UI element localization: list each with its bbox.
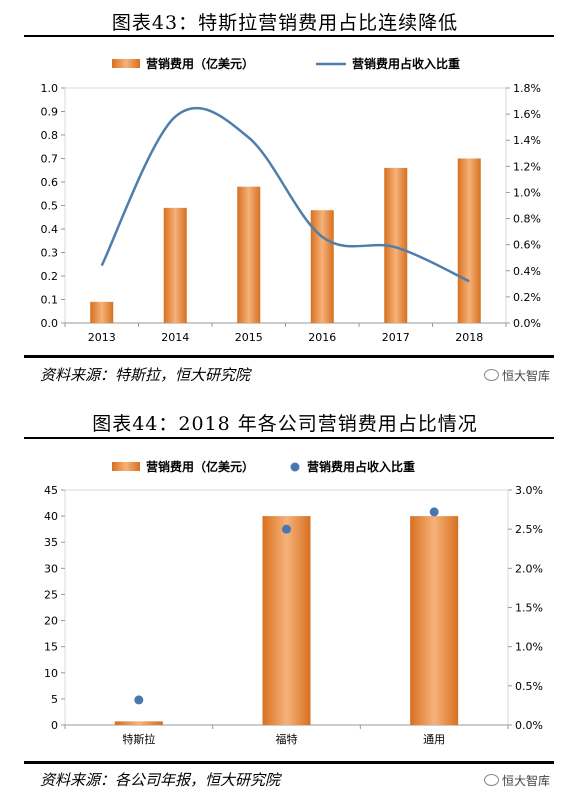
y-left-tick-label: 0.5	[41, 200, 59, 213]
x-tick-label: 特斯拉	[122, 732, 155, 746]
x-tick-label: 2016	[308, 331, 336, 344]
source-rule	[24, 355, 554, 358]
y-left-tick-label: 0.8	[41, 129, 59, 142]
y-right-tick-label: 0.0%	[513, 317, 541, 330]
watermark-text: 恒大智库	[501, 369, 550, 383]
wechat-icon	[483, 774, 499, 786]
y-right-tick-label: 0.2%	[513, 291, 541, 304]
bar	[457, 158, 481, 323]
title-rule	[24, 437, 554, 439]
legend-bar-swatch	[112, 462, 140, 471]
bar	[163, 207, 187, 323]
plot-area-border	[64, 87, 507, 324]
chart-44: 营销费用（亿美元） 营销费用占收入比重 0 5 10 15 20 25 30 35 40 45 0.0%…	[44, 459, 543, 746]
bar	[410, 516, 459, 725]
y-left-tick-label: 0.9	[41, 106, 59, 119]
chart-43: 营销费用（亿美元） 营销费用占收入比重 0.0 0.1 0.2 0.3 0.4 0.5 0.6 0…	[41, 56, 541, 344]
figure-44-title: 图表44：2018 年各公司营销费用占比情况	[92, 413, 478, 435]
y-right-tick-label: 0.4%	[513, 265, 541, 278]
y-right-tick-label: 2.5%	[515, 523, 543, 536]
y-left-tick-label: 0.7	[41, 153, 59, 166]
y-left-tick-label: 40	[44, 510, 58, 523]
legend-bar-label: 营销费用（亿美元）	[146, 56, 254, 71]
y-right-tick-label: 0.5%	[515, 680, 543, 693]
x-tick-label: 2018	[455, 331, 483, 344]
watermark-text: 恒大智库	[501, 774, 550, 788]
wechat-icon	[483, 369, 499, 381]
legend-bar-swatch	[112, 59, 140, 68]
y-right-tick-label: 1.8%	[513, 82, 541, 95]
y-left-tick-label: 0	[51, 719, 58, 732]
y-left-tick-label: 45	[44, 484, 58, 497]
source-rule	[24, 761, 554, 764]
y-left-tick-label: 0.1	[41, 294, 59, 307]
y-right-tick-label: 0.6%	[513, 239, 541, 252]
scatter-point	[134, 695, 144, 705]
y-left-tick-label: 1.0	[41, 82, 59, 95]
y-left-tick-label: 0.0	[41, 317, 59, 330]
figure-43-source: 资料来源：特斯拉，恒大研究院	[40, 366, 251, 384]
legend-bar-label: 营销费用（亿美元）	[146, 459, 254, 474]
y-right-tick-label: 1.6%	[513, 108, 541, 121]
x-tick-label: 通用	[423, 733, 445, 746]
y-right-tick-label: 1.0%	[515, 641, 543, 654]
bar	[114, 721, 163, 725]
y-right-tick-label: 2.0%	[515, 562, 543, 575]
y-left-tick-label: 25	[44, 588, 58, 601]
y-right-tick-label: 0.8%	[513, 213, 541, 226]
y-right-tick-label: 1.2%	[513, 160, 541, 173]
y-left-tick-label: 10	[44, 667, 58, 680]
x-tick-label: 2014	[161, 331, 189, 344]
y-left-tick-label: 0.2	[41, 270, 59, 283]
bar	[384, 167, 408, 323]
y-right-tick-label: 1.0%	[513, 186, 541, 199]
legend-dot-label: 营销费用占收入比重	[307, 459, 415, 474]
watermark: 恒大智库	[483, 367, 550, 384]
y-right-tick-label: 3.0%	[515, 484, 543, 497]
x-tick-label: 2017	[382, 331, 410, 344]
figure-43-title: 图表43：特斯拉营销费用占比连续降低	[111, 12, 459, 34]
y-left-tick-label: 0.4	[41, 223, 59, 236]
series-line	[100, 106, 470, 283]
bar	[310, 210, 334, 323]
scatter-point	[282, 524, 291, 534]
y-left-tick-label: 30	[44, 562, 58, 575]
x-tick-label: 2015	[235, 331, 263, 344]
y-right-tick-label: 1.4%	[513, 134, 541, 147]
figure-44-source: 资料来源：各公司年报，恒大研究院	[40, 771, 281, 789]
x-tick-label: 2013	[88, 331, 116, 344]
y-right-tick-label: 1.5%	[515, 602, 543, 615]
y-left-tick-label: 15	[44, 641, 58, 654]
x-tick-label: 福特	[276, 732, 298, 746]
scatter-point	[429, 507, 439, 517]
title-rule	[24, 35, 554, 37]
legend-dot-swatch	[290, 462, 300, 472]
y-left-tick-label: 0.3	[41, 247, 59, 260]
watermark: 恒大智库	[483, 772, 550, 789]
y-left-tick-label: 35	[44, 536, 58, 549]
y-right-tick-label: 0.0%	[515, 719, 543, 732]
y-left-tick-label: 0.6	[41, 176, 59, 189]
bar	[90, 301, 114, 323]
legend-line-label: 营销费用占收入比重	[352, 56, 460, 71]
bar	[262, 516, 311, 725]
y-left-tick-label: 20	[44, 615, 58, 628]
y-left-tick-label: 5	[51, 693, 58, 706]
bar	[237, 186, 261, 323]
